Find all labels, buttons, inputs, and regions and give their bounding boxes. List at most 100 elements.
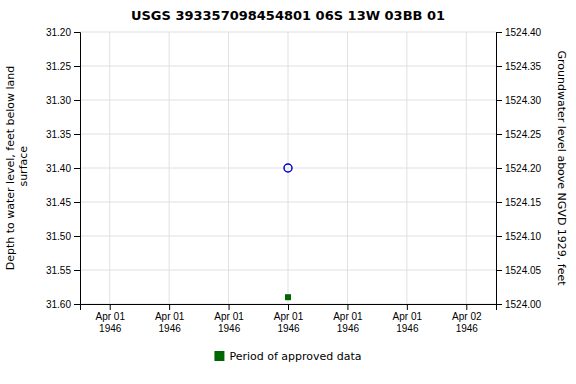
y2-tick: 1524.30 xyxy=(496,95,542,106)
grid-line xyxy=(466,32,467,304)
y-tick: 31.35 xyxy=(46,129,80,140)
tick-mark xyxy=(110,304,111,310)
chart: 31.20 31.25 31.30 31.35 31.40 31.45 31.50 31.55… xyxy=(0,0,576,384)
y-tick: 31.20 xyxy=(46,27,80,38)
grid-line xyxy=(406,32,407,304)
grid-line xyxy=(169,32,170,304)
tick-mark xyxy=(407,304,408,310)
tick-mark xyxy=(288,304,289,310)
x-axis: Apr 011946 Apr 011946 Apr 011946 Apr 011946… xyxy=(81,304,497,334)
tick-mark xyxy=(466,304,467,310)
tick-label: 31.40 xyxy=(46,163,71,174)
tick-label: 1524.05 xyxy=(505,265,542,276)
tick-mark xyxy=(74,134,80,135)
y2-tick: 1524.05 xyxy=(496,265,542,276)
y-axis: 31.20 31.25 31.30 31.35 31.40 31.45 31.50 31.55… xyxy=(46,27,81,310)
tick-mark xyxy=(74,168,80,169)
legend-swatch xyxy=(214,351,224,361)
tick-mark xyxy=(74,202,80,203)
tick-label: 1524.00 xyxy=(505,299,542,310)
y-tick: 31.60 xyxy=(46,299,80,310)
tick-mark xyxy=(496,100,502,101)
tick-label: Apr 011946 xyxy=(155,311,185,334)
y2-axis: 1524.40 1524.35 1524.30 1524.25 1524.20 1524.… xyxy=(496,27,542,310)
tick-mark xyxy=(74,32,80,33)
x-tick: Apr 011946 xyxy=(393,304,423,334)
x-tick: Apr 011946 xyxy=(214,304,244,334)
tick-label: 31.20 xyxy=(46,27,71,38)
tick-label: 1524.20 xyxy=(505,163,542,174)
point xyxy=(285,294,291,300)
title: USGS 393357098454801 06S 13W 03BB 01 xyxy=(131,8,445,23)
tick-label: 1524.25 xyxy=(505,129,542,140)
y-tick: 31.50 xyxy=(46,231,80,242)
grid-line xyxy=(347,32,348,304)
y2-axis-label: Groundwater level above NGVD 1929, feet xyxy=(555,50,568,286)
tick-label: 1524.35 xyxy=(505,61,542,72)
y-tick: 31.45 xyxy=(46,197,80,208)
marks xyxy=(284,164,292,300)
tick-label: Apr 011946 xyxy=(393,311,423,334)
legend-label: Period of approved data xyxy=(229,350,361,363)
legend-item: Period of approved data xyxy=(214,350,361,363)
axis-line xyxy=(74,33,81,305)
tick-mark xyxy=(74,304,80,305)
y2-tick: 1524.20 xyxy=(496,163,542,174)
tick-mark xyxy=(496,202,502,203)
tick-mark xyxy=(74,270,80,271)
tick-mark xyxy=(496,236,502,237)
y-tick: 31.40 xyxy=(46,163,80,174)
tick-label: Apr 011946 xyxy=(214,311,244,334)
tick-label: 31.35 xyxy=(46,129,71,140)
tick-mark xyxy=(496,66,502,67)
y2-tick: 1524.00 xyxy=(496,299,542,310)
x-tick: Apr 021946 xyxy=(452,304,482,334)
tick-label: 1524.10 xyxy=(505,231,542,242)
y2-tick: 1524.10 xyxy=(496,231,542,242)
tick-label: 1524.40 xyxy=(505,27,542,38)
tick-mark xyxy=(229,304,230,310)
y-tick: 31.30 xyxy=(46,95,80,106)
plot: 31.20 31.25 31.30 31.35 31.40 31.45 31.50 31.55… xyxy=(4,27,568,334)
tick-mark xyxy=(496,134,502,135)
tick-mark xyxy=(74,100,80,101)
tick-label: Apr 011946 xyxy=(333,311,363,334)
y-axis-label: Depth to water level, feet below land su… xyxy=(4,66,30,271)
tick-label: 31.60 xyxy=(46,299,71,310)
x-tick: Apr 011946 xyxy=(95,304,125,334)
point xyxy=(284,164,292,172)
y2-tick: 1524.35 xyxy=(496,61,542,72)
tick-label: 1524.30 xyxy=(505,95,542,106)
tick-label: 31.25 xyxy=(46,61,71,72)
y2-tick: 1524.15 xyxy=(496,197,542,208)
y-tick: 31.55 xyxy=(46,265,80,276)
tick-mark xyxy=(169,304,170,310)
tick-label: 31.50 xyxy=(46,231,71,242)
tick-label: 31.45 xyxy=(46,197,71,208)
grid xyxy=(80,32,496,304)
x-tick: Apr 011946 xyxy=(155,304,185,334)
y-tick: 31.25 xyxy=(46,61,80,72)
tick-label: 31.30 xyxy=(46,95,71,106)
tick-label: Apr 011946 xyxy=(95,311,125,334)
tick-mark xyxy=(496,270,502,271)
tick-mark xyxy=(347,304,348,310)
tick-mark xyxy=(74,236,80,237)
legend: Period of approved data xyxy=(214,350,361,363)
tick-label: 31.55 xyxy=(46,265,71,276)
axis-line xyxy=(497,33,503,305)
x-tick: Apr 011946 xyxy=(274,304,304,334)
tick-mark xyxy=(74,66,80,67)
tick-mark xyxy=(496,32,502,33)
tick-mark xyxy=(496,168,502,169)
grid-line xyxy=(288,32,289,304)
tick-label: 1524.15 xyxy=(505,197,542,208)
axis-line xyxy=(81,305,497,311)
tick-label: Apr 021946 xyxy=(452,311,482,334)
x-tick: Apr 011946 xyxy=(333,304,363,334)
y2-tick: 1524.25 xyxy=(496,129,542,140)
y2-tick: 1524.40 xyxy=(496,27,542,38)
tick-label: Apr 011946 xyxy=(274,311,304,334)
grid-line xyxy=(228,32,229,304)
grid-line xyxy=(109,32,110,304)
